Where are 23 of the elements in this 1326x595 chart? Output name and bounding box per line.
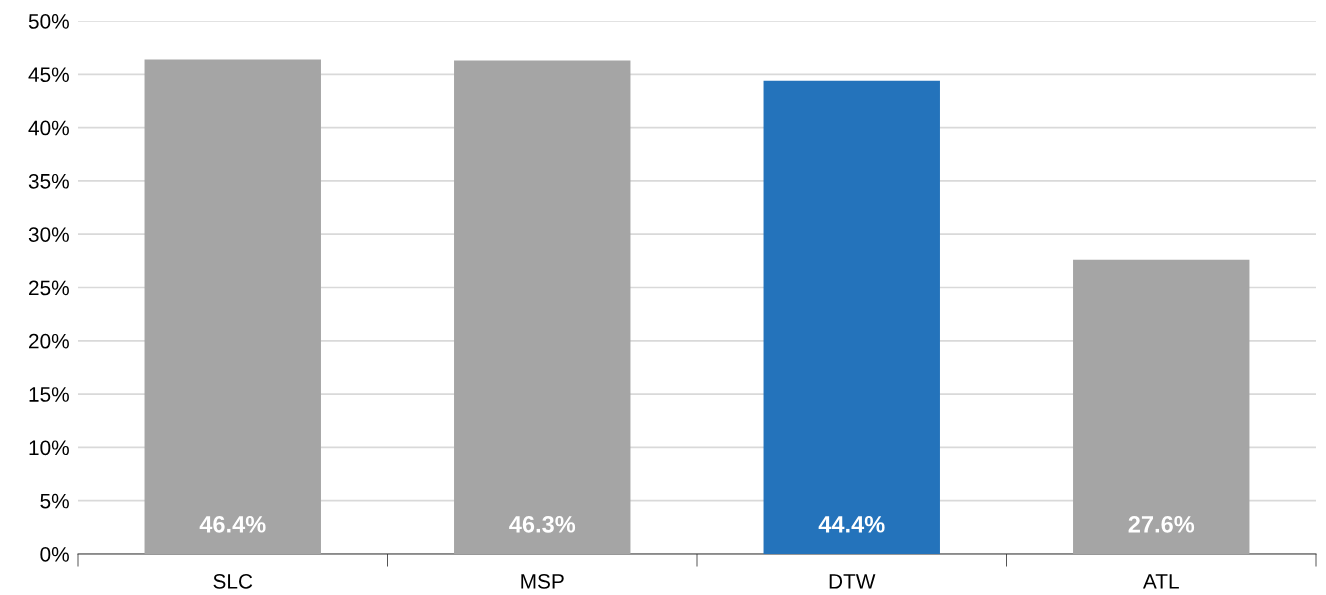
bar — [1073, 259, 1250, 554]
y-tick-label: 25% — [29, 280, 69, 296]
y-tick-label: 40% — [28, 120, 69, 136]
bar — [144, 59, 321, 554]
y-tick-label: 15% — [29, 387, 69, 402]
bar — [763, 80, 940, 554]
y-tick-label: 20% — [29, 333, 69, 349]
data-label: 44.4% — [818, 516, 885, 533]
y-tick-label: 30% — [28, 227, 69, 242]
data-label: 46.4% — [199, 515, 266, 533]
data-label: 27.6% — [1128, 515, 1195, 533]
x-tick-label: DTW — [829, 574, 876, 589]
x-tick-label: MSP — [521, 573, 564, 589]
bar — [454, 60, 631, 554]
data-label: 46.3% — [509, 515, 576, 533]
y-tick-label: 10% — [29, 440, 69, 456]
x-tick-label: SLC — [213, 573, 253, 589]
y-tick-label: 5% — [40, 493, 69, 509]
y-tick-label: 50% — [28, 14, 69, 29]
y-tick-label: 45% — [28, 67, 69, 83]
y-tick-label: 35% — [28, 173, 69, 189]
y-tick-label: 0% — [40, 547, 69, 562]
x-tick-label: ATL — [1142, 574, 1179, 589]
